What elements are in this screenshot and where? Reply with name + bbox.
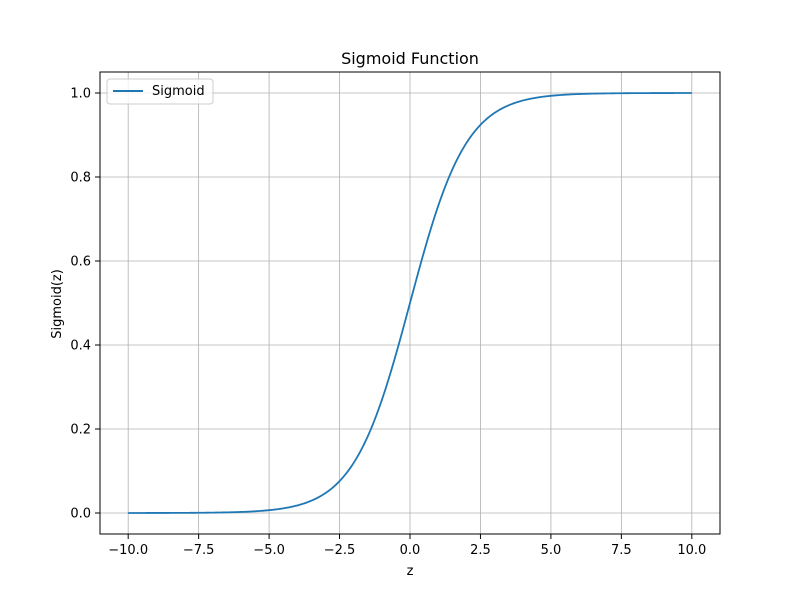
x-tick-label: 7.5 [611,543,632,558]
x-tick-label: −10.0 [108,543,148,558]
y-tick-label: 0.2 [70,423,91,438]
y-axis: 0.0 0.2 0.4 0.6 0.8 1.0 [70,87,100,522]
y-axis-label: Sigmoid(z) [50,269,65,339]
series-line-sigmoid [128,92,692,514]
x-tick-label: −7.5 [183,543,215,558]
x-axis-label: z [407,564,414,579]
y-tick-label: 0.0 [70,507,91,522]
grid [100,72,720,534]
x-tick-label: −2.5 [324,543,356,558]
chart-title: Sigmoid Function [341,49,479,68]
y-tick-label: 0.4 [70,339,91,354]
y-tick-label: 0.8 [70,171,91,186]
y-tick-label: 0.6 [70,255,91,270]
x-tick-label: 5.0 [541,543,562,558]
x-axis: −10.0 −7.5 −5.0 −2.5 0.0 2.5 5.0 7.5 10.0 [108,534,706,558]
legend: Sigmoid [106,78,214,105]
x-tick-label: 2.5 [470,543,491,558]
y-tick-label: 1.0 [70,87,91,102]
legend-label: Sigmoid [152,84,205,99]
x-tick-label: −5.0 [253,543,285,558]
legend-box [106,78,214,105]
x-tick-label: 0.0 [400,543,421,558]
series-layer [128,92,692,514]
x-tick-label: 10.0 [677,543,706,558]
